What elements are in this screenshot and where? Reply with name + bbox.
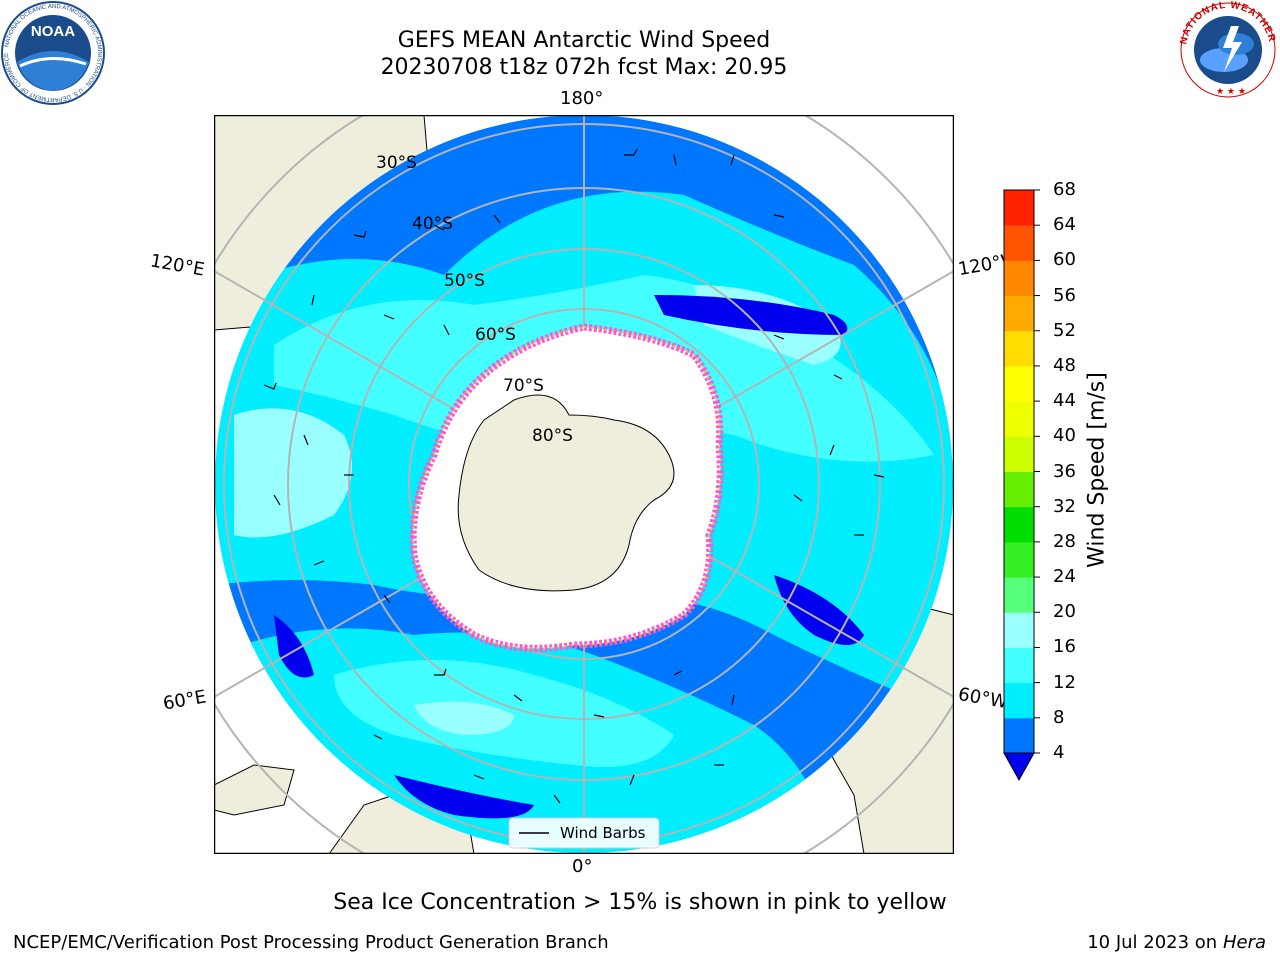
footer-branch: NCEP/EMC/Verification Post Processing Pr… (13, 932, 609, 953)
colorbar-tick-label: 40 (1053, 425, 1076, 447)
footer-date-text: 10 Jul 2023 on (1087, 932, 1223, 953)
lat-label-70: 70°S (503, 376, 544, 396)
colorbar-tick-label: 68 (1053, 179, 1076, 200)
colorbar-tick-label: 28 (1053, 530, 1076, 552)
colorbar-segment (1004, 295, 1034, 332)
lat-label-40: 40°S (412, 214, 453, 234)
colorbar-segment (1004, 577, 1034, 613)
latitude-labels: 30°S 40°S 50°S 60°S 70°S 80°S (376, 153, 573, 446)
lon-label-top: 180° (560, 88, 604, 109)
colorbar-tick-label: 4 (1053, 742, 1065, 763)
colorbar-segment (1004, 717, 1034, 754)
lat-label-30: 30°S (376, 153, 417, 173)
svg-text:★ ★ ★: ★ ★ ★ (1216, 87, 1246, 97)
lat-label-50: 50°S (444, 271, 485, 291)
polar-map: 30°S 40°S 50°S 60°S 70°S 80°S Wind Barbs (214, 115, 954, 854)
colorbar-segment (1004, 365, 1034, 402)
colorbar-tick-label: 44 (1053, 390, 1076, 412)
colorbar-tick-label: 32 (1053, 495, 1076, 517)
noaa-logo-text: NOAA (31, 23, 75, 40)
colorbar-segment (1004, 436, 1034, 472)
colorbar-tick-label: 56 (1053, 284, 1076, 306)
colorbar-tick-label: 20 (1053, 601, 1076, 623)
colorbar-tick-label: 8 (1053, 706, 1065, 728)
footer-date: 10 Jul 2023 on Hera (1087, 932, 1266, 953)
colorbar-segment (1004, 471, 1034, 508)
noaa-logo: NOAA NATIONAL OCEANIC AND ATMOSPHERIC AD… (1, 1, 105, 105)
colorbar-segment (1004, 647, 1034, 684)
colorbar-tick-label: 60 (1053, 249, 1076, 271)
sea-ice-caption: Sea Ice Concentration > 15% is shown in … (333, 890, 947, 915)
colorbar-segment (1004, 682, 1034, 719)
colorbar-segment (1004, 190, 1034, 226)
colorbar-segment (1004, 330, 1034, 367)
chart-title: GEFS MEAN Antarctic Wind Speed (397, 28, 771, 53)
antarctica (409, 323, 724, 652)
colorbar-segment (1004, 541, 1034, 578)
lat-label-80: 80°S (532, 426, 573, 446)
lon-label-bottom: 0° (572, 856, 593, 877)
colorbar-segment (1004, 401, 1034, 437)
chart-subtitle: 20230708 t18z 072h fcst Max: 20.95 (380, 55, 788, 80)
colorbar-tick-label: 12 (1053, 671, 1076, 693)
colorbar-segment (1004, 225, 1034, 261)
colorbar-label: Wind Speed [m/s] (1084, 372, 1110, 568)
colorbar-tick-label: 24 (1053, 566, 1076, 588)
colorbar-tick-label: 36 (1053, 460, 1076, 482)
wind-barbs (263, 148, 885, 804)
colorbar-extend-arrow (1003, 752, 1035, 782)
lat-label-60: 60°S (475, 325, 516, 345)
footer-host: Hera (1222, 932, 1266, 953)
colorbar-segment (1004, 260, 1034, 297)
colorbar-segment (1004, 612, 1034, 648)
colorbar-segment (1004, 506, 1034, 543)
colorbar-tick-label: 48 (1053, 354, 1076, 376)
lon-label-upper-left: 120°E (148, 250, 207, 281)
map-legend: Wind Barbs (508, 817, 660, 849)
lon-label-lower-left: 60°E (161, 686, 208, 715)
colorbar-tick-label: 64 (1053, 214, 1076, 236)
colorbar-tick-label: 52 (1053, 319, 1076, 341)
legend-label: Wind Barbs (560, 824, 646, 842)
colorbar (1003, 189, 1040, 782)
colorbar-tick-label: 16 (1053, 636, 1076, 658)
nws-logo: NATIONAL WEATHER SERVICE ★ ★ ★ (1176, 0, 1277, 98)
